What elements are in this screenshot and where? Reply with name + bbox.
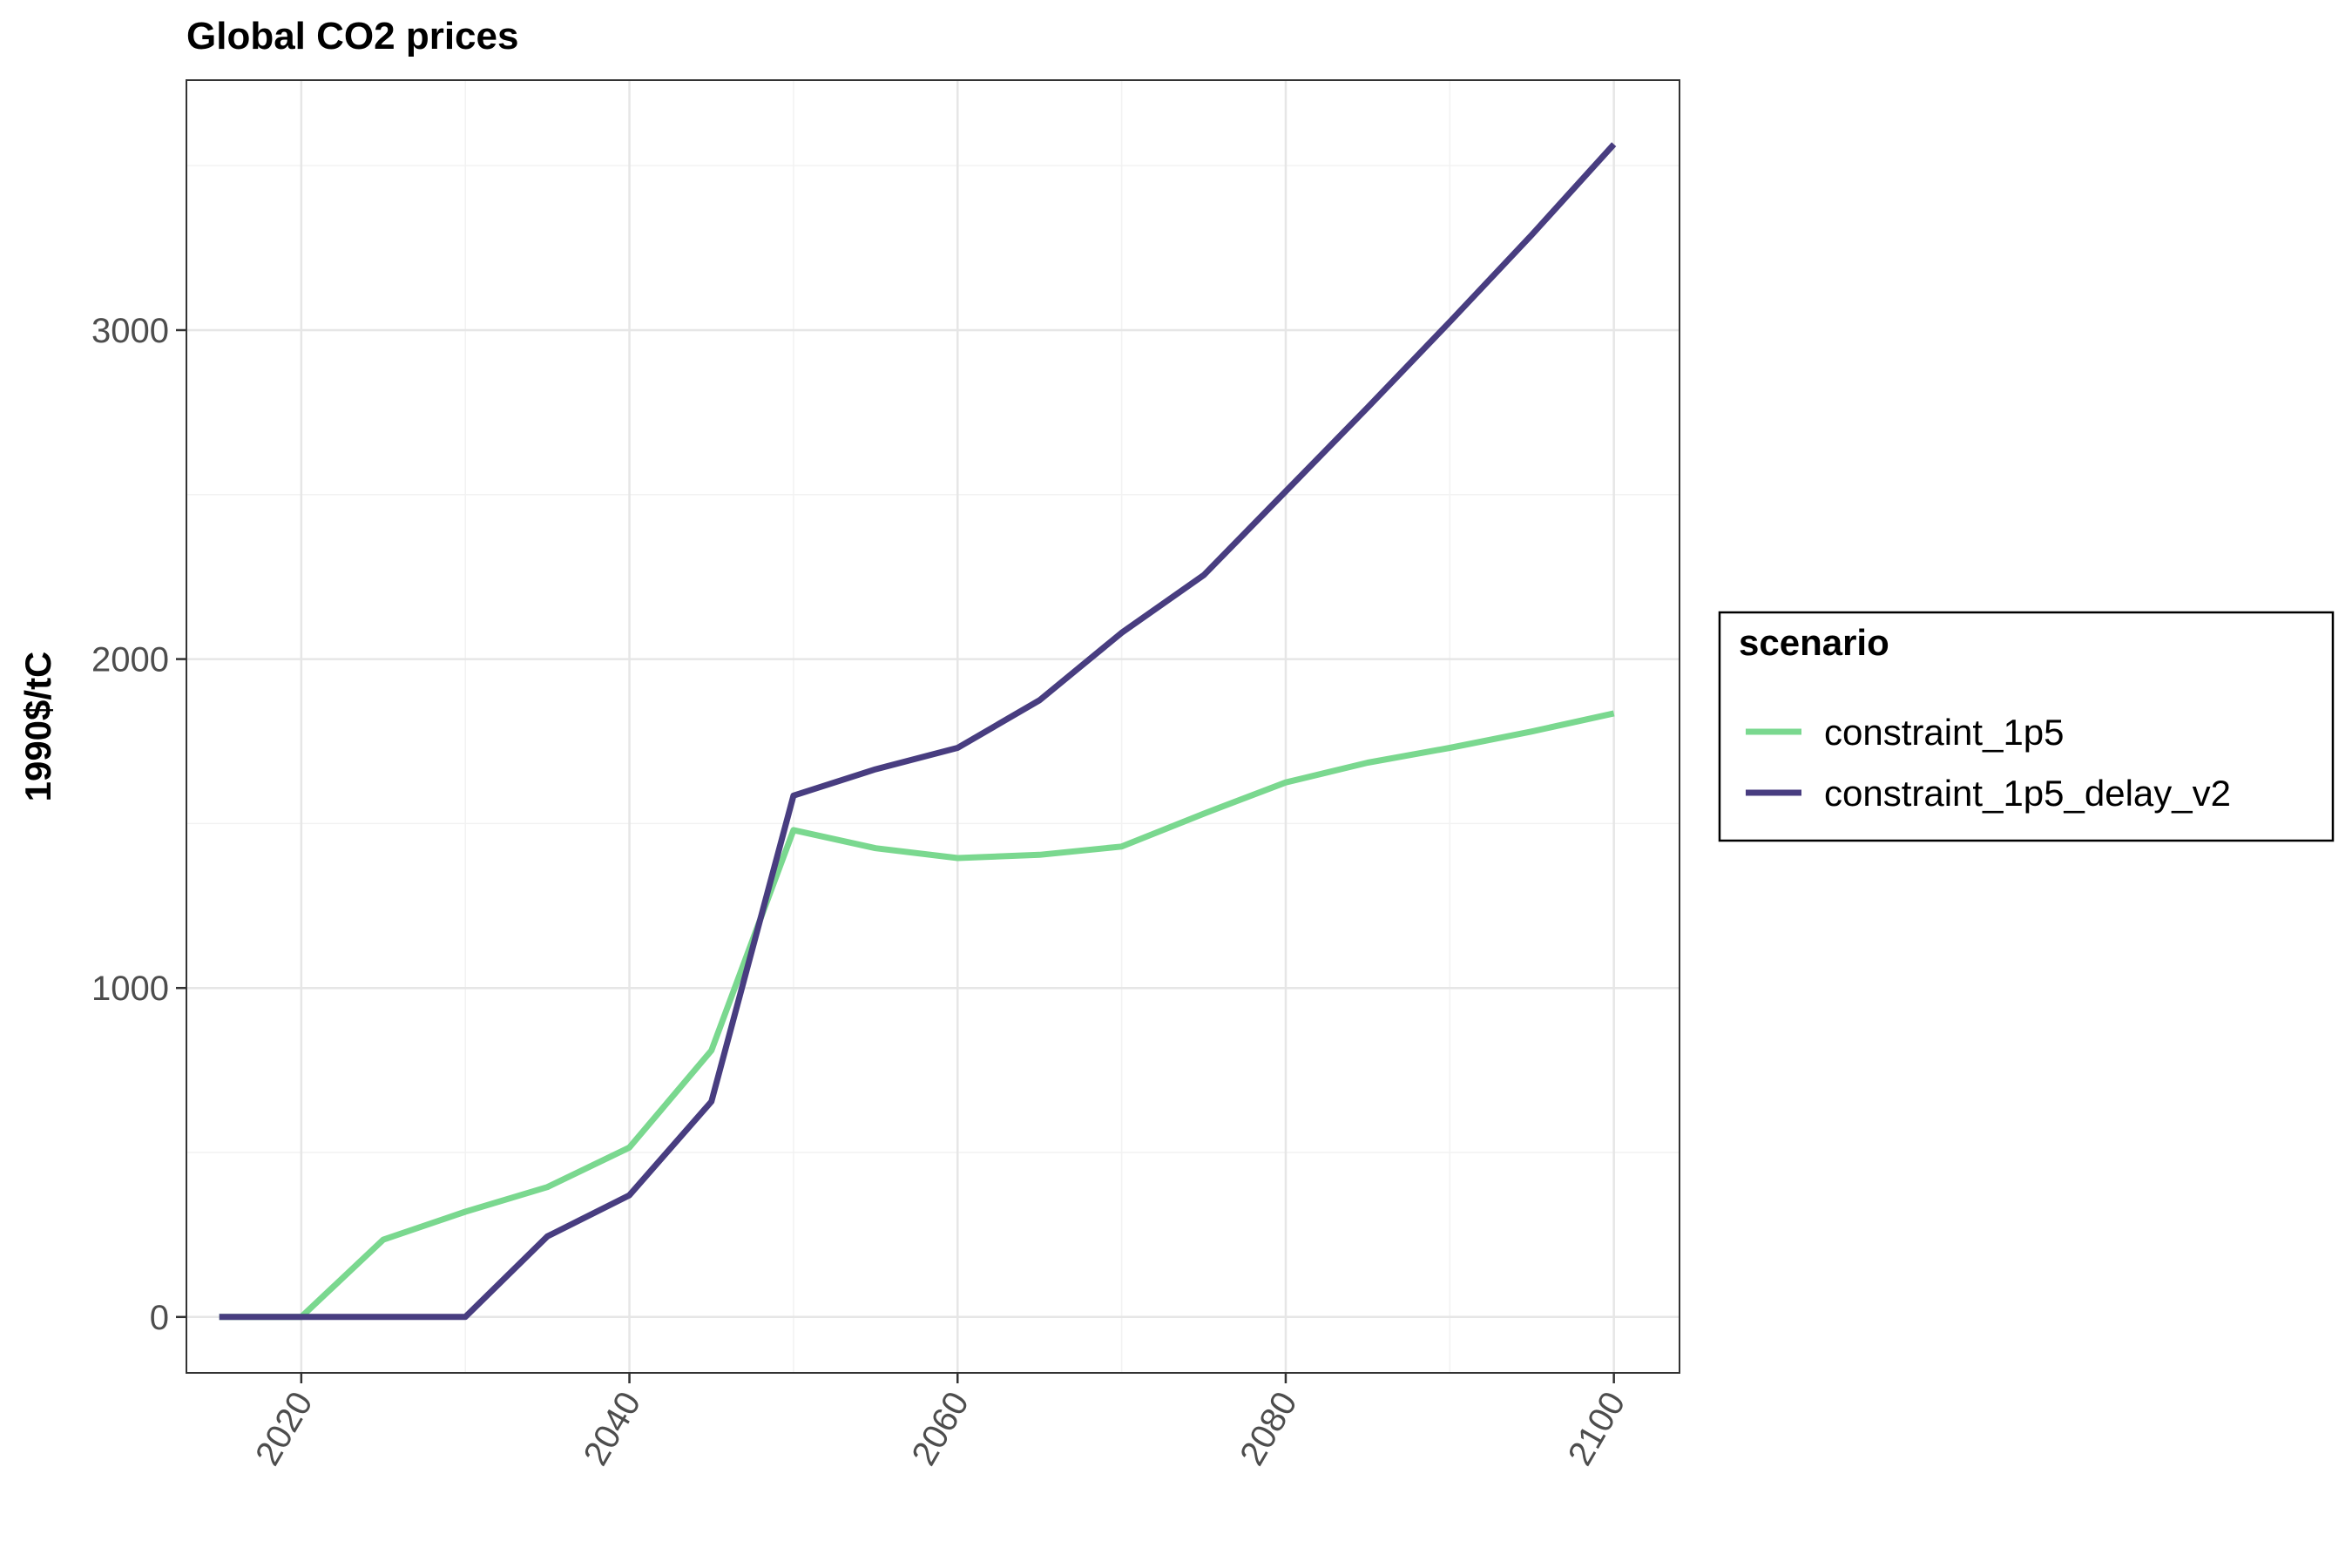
y-axis: 0 1000 2000 3000 bbox=[91, 312, 186, 1337]
x-tick-label: 2080 bbox=[1233, 1386, 1305, 1472]
x-tick-label: 2040 bbox=[577, 1386, 649, 1472]
y-tick-label: 2000 bbox=[91, 641, 169, 679]
minor-gridlines bbox=[186, 80, 1680, 1373]
x-tick-label: 2100 bbox=[1561, 1386, 1633, 1472]
y-tick-label: 0 bbox=[150, 1299, 169, 1337]
plot-area bbox=[186, 79, 1680, 1374]
legend-box bbox=[1718, 611, 2335, 842]
legend: scenario constraint_1p5 constraint_1p5_de… bbox=[1718, 611, 2335, 842]
series-line-2 bbox=[219, 142, 1617, 1321]
y-tick-label: 3000 bbox=[91, 312, 169, 350]
x-tick-label: 2020 bbox=[248, 1386, 321, 1472]
legend-label-1: constraint_1p5 bbox=[1824, 712, 2065, 753]
x-axis: 2020 2040 2060 2080 2100 bbox=[248, 1373, 1632, 1472]
chart-title: Global CO2 prices bbox=[186, 15, 518, 57]
legend-title: scenario bbox=[1739, 622, 1889, 663]
plot-border bbox=[186, 79, 1680, 1374]
series-layer bbox=[219, 142, 1617, 1321]
legend-label-2: constraint_1p5_delay_v2 bbox=[1824, 773, 2231, 814]
y-tick-label: 1000 bbox=[91, 970, 169, 1008]
y-axis-title: 1990$/tC bbox=[17, 652, 58, 802]
series-line-1 bbox=[219, 710, 1615, 1321]
x-tick-label: 2060 bbox=[904, 1386, 977, 1472]
plot-background bbox=[186, 80, 1680, 1373]
legend-items: constraint_1p5 constraint_1p5_delay_v2 bbox=[1746, 712, 2231, 814]
